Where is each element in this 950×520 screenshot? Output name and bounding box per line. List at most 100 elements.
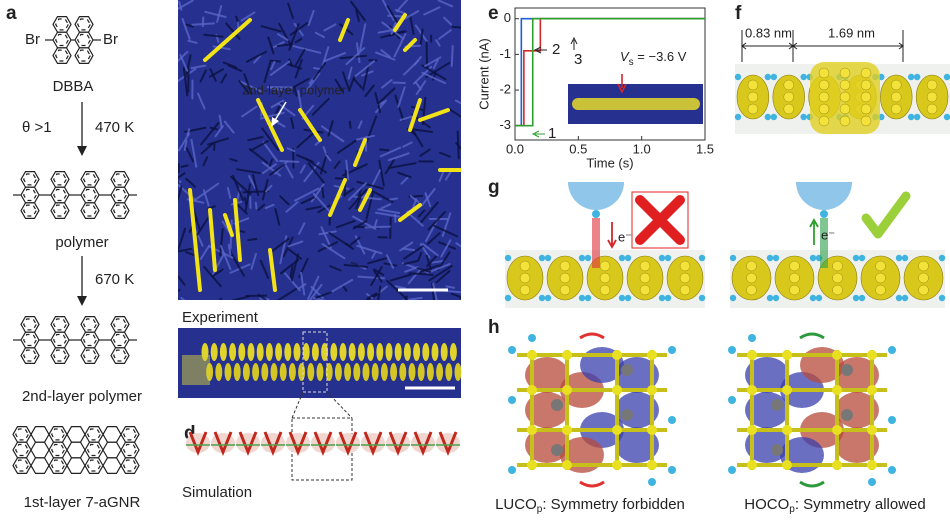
- ring: [120, 457, 140, 474]
- panel-label: h: [488, 317, 500, 338]
- strip-blob: [293, 343, 301, 361]
- strip-blob: [403, 343, 411, 361]
- carbon: [527, 460, 537, 470]
- hydrogen: [907, 113, 915, 121]
- texture-line: [321, 186, 325, 199]
- molecule-name: polymer: [55, 234, 108, 251]
- texture-line: [404, 266, 419, 273]
- texture-line: [200, 143, 213, 155]
- texture-line: [397, 171, 412, 179]
- hydrogen: [528, 334, 536, 342]
- hydrogen: [544, 294, 552, 302]
- texture-line: [185, 147, 195, 163]
- hydrogen: [504, 254, 512, 262]
- voltage-subscript: s: [629, 57, 634, 68]
- hydrogen: [728, 346, 736, 354]
- hydrogen: [668, 466, 676, 474]
- polymer-rod: [408, 98, 422, 132]
- atom: [783, 79, 794, 91]
- strip-blob: [376, 343, 384, 361]
- ring: [74, 47, 94, 64]
- model-unit: [388, 431, 408, 457]
- orbital-center: [841, 364, 853, 376]
- texture-line: [298, 222, 306, 235]
- texture-line: [352, 220, 368, 230]
- ring: [66, 441, 86, 459]
- y-axis-label: Current (nA): [476, 38, 491, 110]
- ring-bond: [83, 318, 97, 331]
- tunneling-beam: [820, 218, 828, 268]
- carbon: [867, 460, 877, 470]
- texture-line: [423, 6, 441, 16]
- texture-line: [202, 156, 209, 167]
- x-tick-label: 1.0: [633, 141, 651, 156]
- strip-blob: [298, 363, 306, 381]
- texture-line: [200, 121, 220, 146]
- stm-tip: [796, 182, 852, 210]
- texture-line: [419, 201, 439, 224]
- atom: [519, 272, 531, 284]
- ring: [20, 202, 40, 219]
- symmetry-arrow: [579, 332, 605, 340]
- ring-bond: [113, 188, 127, 202]
- orbital-center: [551, 444, 563, 456]
- ring: [110, 347, 130, 364]
- carbon: [747, 425, 757, 435]
- strip-blob: [279, 363, 287, 381]
- polymer-rod: [298, 108, 322, 142]
- texture-line: [313, 297, 326, 300]
- texture-line: [365, 192, 374, 220]
- texture-line: [379, 148, 390, 152]
- plot-frame: [514, 7, 706, 141]
- texture-line: [290, 117, 295, 130]
- strip-blob: [413, 343, 421, 361]
- ring: [20, 347, 40, 364]
- texture-line: [377, 285, 382, 300]
- polymer-rod: [393, 13, 407, 32]
- texture-line: [427, 211, 446, 231]
- stm-strip: [178, 328, 461, 398]
- texture-line: [250, 252, 257, 270]
- ring-bond: [87, 443, 101, 457]
- texture-line: [323, 23, 337, 32]
- texture-line: [185, 54, 192, 78]
- atom: [918, 284, 929, 296]
- strip-blob: [224, 363, 232, 381]
- texture-line: [450, 45, 454, 67]
- atom: [679, 260, 691, 272]
- texture-line: [428, 264, 453, 282]
- texture-line: [348, 120, 352, 129]
- texture-line: [431, 259, 446, 264]
- ring: [30, 426, 50, 443]
- texture-line: [263, 61, 272, 83]
- texture-line: [178, 247, 193, 253]
- strip-blob: [265, 343, 273, 361]
- model-unit: [263, 431, 283, 457]
- texture-line: [381, 79, 393, 89]
- strip-blob: [339, 343, 347, 361]
- texture-line: [400, 176, 409, 185]
- texture-line: [227, 243, 232, 256]
- atom: [599, 272, 611, 284]
- texture-line: [199, 69, 207, 83]
- strip-blob: [431, 343, 439, 361]
- texture-line: [289, 22, 309, 36]
- texture-line: [315, 291, 333, 299]
- orbital-center: [771, 399, 783, 411]
- texture-line: [350, 261, 359, 266]
- ring-bond: [51, 459, 65, 472]
- hydrogen: [888, 416, 896, 424]
- texture-line: [178, 185, 183, 203]
- electron-label: e⁻: [821, 227, 835, 242]
- texture-line: [345, 159, 350, 180]
- texture-line: [267, 36, 275, 55]
- texture-line: [293, 86, 298, 97]
- texture-line: [432, 58, 439, 69]
- texture-line: [238, 80, 250, 95]
- texture-line: [364, 84, 375, 97]
- texture-line: [387, 14, 403, 18]
- hydrogen: [648, 478, 656, 486]
- polymer-rod: [353, 138, 367, 167]
- model-unit: [238, 431, 258, 457]
- hydrogen: [748, 334, 756, 342]
